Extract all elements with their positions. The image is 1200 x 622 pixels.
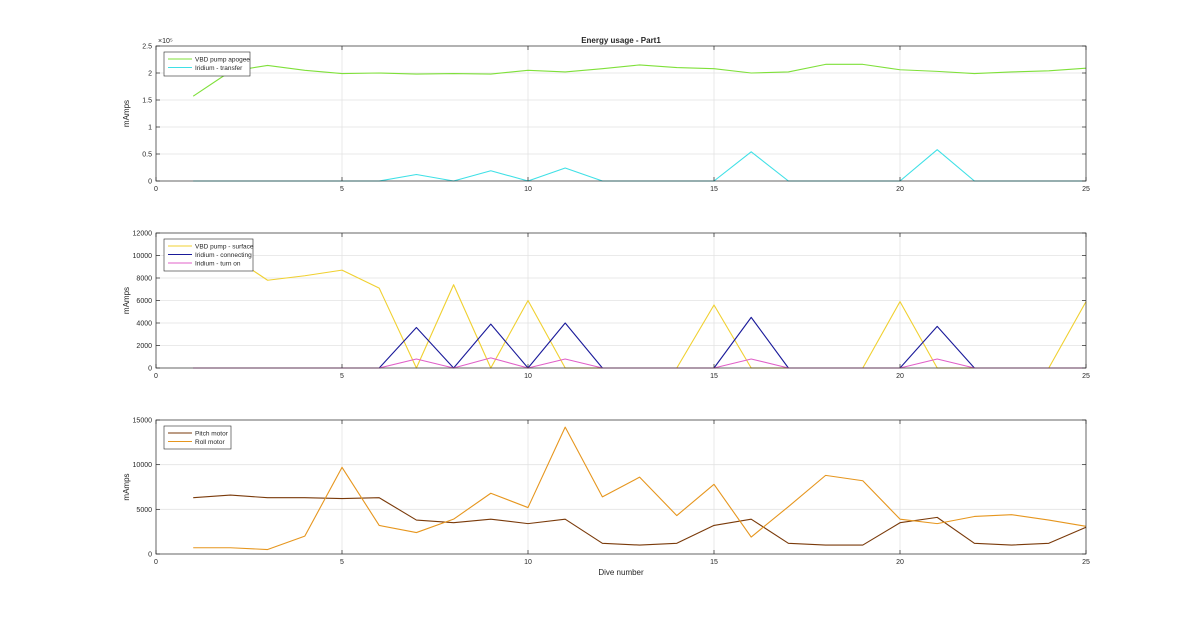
legend: VBD pump apogee Iridium - transfer — [163, 51, 251, 77]
x-tick-label: 5 — [340, 186, 344, 193]
y-exponent-label: ×10⁵ — [158, 38, 173, 45]
y-tick-label: 0 — [148, 552, 152, 559]
y-tick-label: 12000 — [133, 231, 153, 238]
y-tick-label: 2.5 — [142, 44, 152, 51]
y-tick-label: 8000 — [136, 276, 152, 283]
series-line-1 — [192, 63, 1087, 97]
y-tick-label: 2 — [148, 71, 152, 78]
x-tick-label: 20 — [896, 186, 904, 193]
x-tick-label: 15 — [710, 373, 718, 380]
x-tick-label: 25 — [1082, 186, 1090, 193]
y-tick-label: 10000 — [133, 253, 153, 260]
axes-box — [155, 45, 1087, 182]
x-tick-label: 20 — [896, 559, 904, 566]
y-axis-label: mAmps — [122, 100, 131, 127]
legend-entry-label: Iridium - turn on — [195, 260, 241, 267]
legend-entry-label: Iridium - transfer — [195, 65, 243, 72]
x-tick-label: 0 — [154, 559, 158, 566]
x-tick-label: 0 — [154, 373, 158, 380]
x-tick-label: 5 — [340, 373, 344, 380]
chart-panel-3: 0 5 10 15 20 25 0 5000 10000 15000 mAmps Dive numbe… — [122, 418, 1090, 578]
x-axis-label: Dive number — [598, 568, 644, 577]
x-tick-label: 0 — [154, 186, 158, 193]
legend-box — [163, 51, 251, 77]
y-tick-label: 0 — [148, 366, 152, 373]
x-tick-label: 5 — [340, 559, 344, 566]
x-tick-label: 15 — [710, 559, 718, 566]
y-tick-label: 1 — [148, 125, 152, 132]
x-tick-label: 25 — [1082, 559, 1090, 566]
legend-entry-label: VBD pump - surface — [195, 243, 254, 250]
x-tick-label: 20 — [896, 373, 904, 380]
axes-box — [155, 419, 1087, 555]
series-line-1 — [193, 494, 1087, 546]
x-tick-label: 10 — [524, 559, 532, 566]
legend-entry-label: Roll motor — [195, 439, 225, 446]
y-axis-label: mAmps — [122, 287, 131, 314]
chart-panel-1: 0 5 10 15 20 25 0 0.5 1 1.5 2 2.5 ×10⁵ mAmps Energy us… — [122, 36, 1090, 193]
y-tick-label: 1.5 — [142, 98, 152, 105]
y-tick-label: 4000 — [136, 321, 152, 328]
y-tick-label: 2000 — [136, 343, 152, 350]
y-tick-label: 15000 — [133, 418, 153, 425]
legend-entry-label: VBD pump apogee — [195, 56, 250, 63]
y-tick-label: 10000 — [133, 462, 153, 469]
legend: VBD pump - surface Iridium - connectingIr… — [163, 238, 254, 272]
y-tick-label: 6000 — [136, 298, 152, 305]
legend-entry-label: Pitch motor — [195, 430, 229, 437]
series-line-2 — [193, 426, 1087, 551]
chart-panel-2: 0 5 10 15 20 25 0 2000 4000 6000 8000 10000 12000 mAm… — [122, 231, 1090, 381]
chart-title: Energy usage - Part1 — [581, 36, 661, 45]
x-tick-label: 10 — [524, 186, 532, 193]
legend-entry-label: Iridium - connecting — [195, 252, 252, 259]
x-tick-label: 10 — [524, 373, 532, 380]
y-tick-label: 5000 — [136, 507, 152, 514]
x-tick-label: 15 — [710, 186, 718, 193]
legend: Pitch motor Roll motor — [163, 425, 232, 450]
y-tick-label: 0 — [148, 179, 152, 186]
legend-box — [163, 425, 232, 450]
y-axis-label: mAmps — [122, 473, 131, 500]
plot-area — [156, 46, 1086, 181]
y-tick-label: 0.5 — [142, 152, 152, 159]
x-tick-label: 25 — [1082, 373, 1090, 380]
